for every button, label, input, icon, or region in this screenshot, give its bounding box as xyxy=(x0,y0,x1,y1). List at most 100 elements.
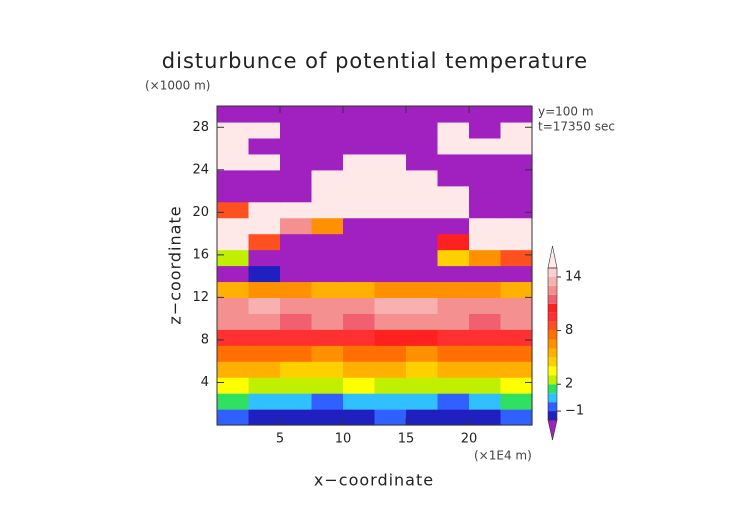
cell xyxy=(469,409,502,426)
cell xyxy=(374,137,407,155)
cell xyxy=(437,153,470,171)
y-tick-label: 16 xyxy=(192,247,209,262)
annotation: t=17350 sec xyxy=(538,120,615,134)
cell xyxy=(217,297,250,314)
colorbar-segment xyxy=(548,294,557,304)
cell xyxy=(248,329,281,346)
colorbar-segment xyxy=(548,366,557,376)
cell xyxy=(406,153,439,171)
cell xyxy=(374,106,407,123)
cell xyxy=(343,265,376,283)
cell xyxy=(374,217,407,235)
cell xyxy=(280,265,313,283)
cell xyxy=(500,313,533,330)
cell xyxy=(406,121,439,139)
cell xyxy=(469,329,502,346)
colorbar-label: 8 xyxy=(565,323,573,338)
y-unit: (×1000 m) xyxy=(145,79,210,93)
cell xyxy=(500,329,533,346)
cell xyxy=(280,313,313,330)
cell xyxy=(248,249,281,267)
cell xyxy=(217,169,250,187)
cell xyxy=(343,249,376,267)
cell xyxy=(437,106,470,123)
cell xyxy=(406,409,439,426)
cell xyxy=(280,233,313,251)
cell xyxy=(280,137,313,155)
cell xyxy=(280,361,313,378)
cell xyxy=(280,169,313,187)
y-axis-label: z−coordinate xyxy=(166,205,185,324)
y-tick-label: 8 xyxy=(201,332,209,347)
cell xyxy=(248,201,281,219)
cell xyxy=(500,217,533,235)
colorbar-segment xyxy=(548,268,557,277)
cell xyxy=(437,297,470,314)
colorbar-segment xyxy=(548,402,557,412)
cell xyxy=(217,265,250,283)
cell xyxy=(374,313,407,330)
colorbar-over xyxy=(547,245,558,269)
cell xyxy=(217,377,250,394)
x-tick-label: 5 xyxy=(276,432,284,447)
cell xyxy=(311,377,344,394)
cell xyxy=(311,409,344,426)
cell xyxy=(311,313,344,330)
cell xyxy=(280,185,313,203)
cell xyxy=(406,137,439,155)
cell xyxy=(437,345,470,362)
cell xyxy=(248,313,281,330)
cell xyxy=(248,297,281,314)
cell xyxy=(406,106,439,123)
cell xyxy=(280,201,313,219)
cell xyxy=(437,377,470,394)
cell xyxy=(217,217,250,235)
cell xyxy=(406,249,439,267)
cell xyxy=(311,169,344,187)
cell xyxy=(248,106,281,123)
cell xyxy=(343,217,376,235)
cell xyxy=(500,106,533,123)
cell xyxy=(248,393,281,410)
cell xyxy=(437,217,470,235)
cell xyxy=(437,249,470,267)
cell xyxy=(374,233,407,251)
cell xyxy=(311,106,344,123)
cell xyxy=(374,249,407,267)
cell xyxy=(248,345,281,362)
cell xyxy=(248,185,281,203)
colorbar-segment xyxy=(548,312,557,322)
cell xyxy=(469,265,502,283)
cell xyxy=(343,201,376,219)
cell xyxy=(437,137,470,155)
plot-frame xyxy=(216,105,533,426)
cell xyxy=(248,137,281,155)
colorbar-under xyxy=(547,419,558,441)
cell xyxy=(343,137,376,155)
cell xyxy=(406,185,439,203)
cell xyxy=(437,361,470,378)
cell xyxy=(248,233,281,251)
cell xyxy=(374,377,407,394)
cell xyxy=(217,393,250,410)
cell xyxy=(500,137,533,155)
colorbar-frame xyxy=(547,267,558,421)
cell xyxy=(500,185,533,203)
cell xyxy=(248,409,281,426)
colorbar-segment xyxy=(548,357,557,367)
cell xyxy=(406,169,439,187)
cell xyxy=(343,185,376,203)
cell xyxy=(406,329,439,346)
y-tick-label: 12 xyxy=(192,290,209,305)
cell xyxy=(248,361,281,378)
cell xyxy=(437,265,470,283)
cell xyxy=(406,361,439,378)
x-tick-label: 10 xyxy=(335,432,352,447)
cell xyxy=(437,185,470,203)
cell xyxy=(248,377,281,394)
cell xyxy=(343,233,376,251)
cell xyxy=(406,201,439,219)
cell xyxy=(280,377,313,394)
cell xyxy=(280,345,313,362)
cell xyxy=(437,169,470,187)
